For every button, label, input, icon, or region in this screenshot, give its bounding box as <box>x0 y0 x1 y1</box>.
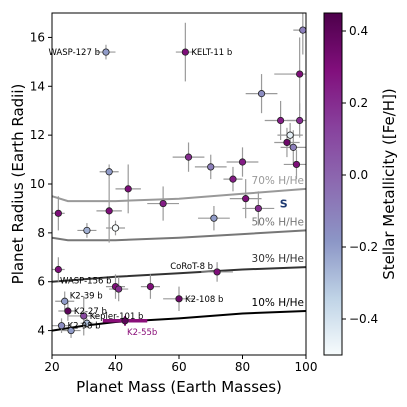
planet-point <box>181 48 189 56</box>
planet-point <box>67 326 75 335</box>
composition-curve-label: 50% H/He <box>252 216 304 228</box>
composition-curve-label: 70% H/He <box>252 175 304 187</box>
planet-point <box>254 204 262 213</box>
planet-point <box>80 312 88 320</box>
planet-point <box>111 224 120 232</box>
planet-point <box>57 322 66 330</box>
planet-point <box>296 70 304 78</box>
solar-system-marker: S <box>280 198 288 211</box>
planet-point <box>283 138 291 147</box>
planet-point <box>61 297 69 305</box>
y-tick-label: 8 <box>37 226 45 240</box>
composition-curve-label: 30% H/He <box>252 253 304 265</box>
x-tick-label: 100 <box>295 360 318 374</box>
composition-curve <box>52 229 306 242</box>
x-tick-label: 60 <box>171 360 186 374</box>
planet-point <box>105 168 113 176</box>
planet-point <box>184 153 193 161</box>
planet-point <box>257 90 266 98</box>
planet-point <box>289 143 297 151</box>
planet-label: Kepler-101 b <box>90 312 144 322</box>
planet-label: WASP-156 b <box>60 277 111 287</box>
colorbar-tick-label: −0.4 <box>349 312 378 326</box>
planet-point <box>286 131 294 139</box>
planet-point <box>296 116 304 125</box>
planet-point <box>229 175 237 183</box>
y-tick-label: 12 <box>30 128 45 142</box>
planet-point <box>213 268 221 276</box>
planet-label: K2-39 b <box>70 291 103 301</box>
planet-point <box>124 185 132 193</box>
y-tick-label: 4 <box>37 324 45 338</box>
planet-label: K2-108 b <box>185 295 223 305</box>
planet-label: K2-98 b <box>68 322 101 332</box>
planet-point <box>292 160 301 169</box>
planet-point <box>207 163 215 171</box>
planet-label: K2-55b <box>127 328 157 338</box>
colorbar-label: Stellar Metallicity ([Fe/H]) <box>380 88 398 280</box>
planet-label: CoRoT-8 b <box>170 262 213 272</box>
colorbar <box>323 12 343 356</box>
planet-point <box>54 209 62 217</box>
planet-point <box>83 226 91 235</box>
planet-point <box>242 195 250 203</box>
planet-point <box>54 265 62 274</box>
planet-point <box>175 295 183 303</box>
planet-point <box>64 307 72 315</box>
x-tick-label: 40 <box>108 360 123 374</box>
colorbar-tick-label: −0.2 <box>349 240 378 254</box>
planet-point <box>238 158 247 166</box>
y-tick-label: 10 <box>30 177 45 191</box>
colorbar-tick-label: 0.0 <box>349 168 368 182</box>
planet-label: KELT-11 b <box>191 48 232 58</box>
composition-curve-label: 10% H/He <box>252 297 304 309</box>
x-tick-label: 20 <box>44 360 59 374</box>
planet-point <box>210 214 218 222</box>
y-tick-label: 16 <box>30 30 45 44</box>
planet-point <box>105 207 113 215</box>
x-axis-label: Planet Mass (Earth Masses) <box>76 378 282 396</box>
y-axis-label: Planet Radius (Earth Radii) <box>9 84 27 285</box>
colorbar-tick-label: 0.2 <box>349 96 368 110</box>
composition-curve <box>52 266 306 283</box>
planet-point <box>146 282 155 291</box>
planet-point <box>276 116 285 125</box>
planet-point <box>159 199 167 208</box>
colorbar-tick-label: 0.4 <box>349 24 368 38</box>
x-tick-label: 80 <box>235 360 250 374</box>
composition-curve <box>52 187 306 203</box>
planet-point <box>102 48 110 56</box>
planet-point <box>115 285 123 293</box>
planet-label: K2-27 b <box>74 307 107 317</box>
planet-label: WASP-127 b <box>48 48 99 58</box>
planet-point <box>121 317 129 325</box>
y-tick-label: 14 <box>30 79 45 93</box>
planet-point <box>83 319 91 327</box>
y-tick-label: 6 <box>37 275 45 289</box>
planet-point <box>299 26 307 34</box>
